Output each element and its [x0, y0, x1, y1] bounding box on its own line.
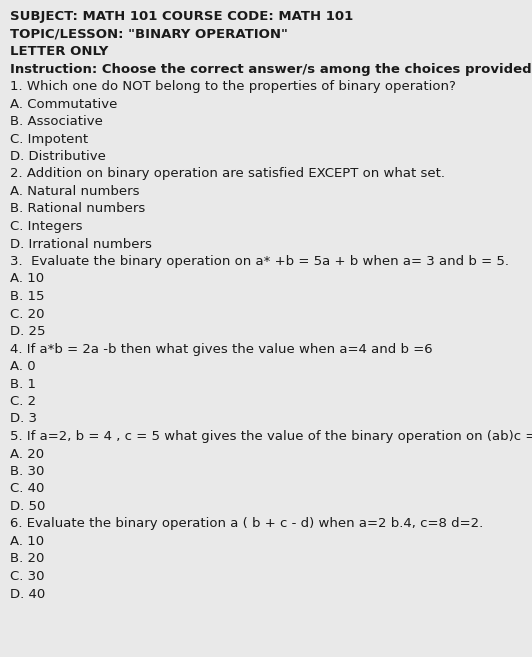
Text: C. 30: C. 30 — [10, 570, 45, 583]
Text: D. 3: D. 3 — [10, 413, 37, 426]
Text: C. Impotent: C. Impotent — [10, 133, 88, 145]
Text: C. 40: C. 40 — [10, 482, 44, 495]
Text: A. 20: A. 20 — [10, 447, 44, 461]
Text: A. 10: A. 10 — [10, 273, 44, 286]
Text: TOPIC/LESSON: "BINARY OPERATION": TOPIC/LESSON: "BINARY OPERATION" — [10, 28, 288, 41]
Text: 4. If a*b = 2a -b then what gives the value when a=4 and b =6: 4. If a*b = 2a -b then what gives the va… — [10, 342, 433, 355]
Text: B. 20: B. 20 — [10, 553, 44, 566]
Text: C. 2: C. 2 — [10, 395, 36, 408]
Text: D. Irrational numbers: D. Irrational numbers — [10, 237, 152, 250]
Text: B. Associative: B. Associative — [10, 115, 103, 128]
Text: Instruction: Choose the correct answer/s among the choices provided.: Instruction: Choose the correct answer/s… — [10, 62, 532, 76]
Text: D. 50: D. 50 — [10, 500, 45, 513]
Text: 2. Addition on binary operation are satisfied EXCEPT on what set.: 2. Addition on binary operation are sati… — [10, 168, 445, 181]
Text: 6. Evaluate the binary operation a ( b + c - d) when a=2 b.4, c=8 d=2.: 6. Evaluate the binary operation a ( b +… — [10, 518, 483, 530]
Text: 5. If a=2, b = 4 , c = 5 what gives the value of the binary operation on (ab)c =: 5. If a=2, b = 4 , c = 5 what gives the … — [10, 430, 532, 443]
Text: SUBJECT: MATH 101 COURSE CODE: MATH 101: SUBJECT: MATH 101 COURSE CODE: MATH 101 — [10, 10, 353, 23]
Text: B. 1: B. 1 — [10, 378, 36, 390]
Text: B. Rational numbers: B. Rational numbers — [10, 202, 145, 215]
Text: B. 15: B. 15 — [10, 290, 45, 303]
Text: D. 40: D. 40 — [10, 587, 45, 600]
Text: D. 25: D. 25 — [10, 325, 46, 338]
Text: C. Integers: C. Integers — [10, 220, 82, 233]
Text: B. 30: B. 30 — [10, 465, 44, 478]
Text: 1. Which one do NOT belong to the properties of binary operation?: 1. Which one do NOT belong to the proper… — [10, 80, 456, 93]
Text: A. 0: A. 0 — [10, 360, 36, 373]
Text: C. 20: C. 20 — [10, 307, 45, 321]
Text: A. 10: A. 10 — [10, 535, 44, 548]
Text: 3.  Evaluate the binary operation on a* +b = 5a + b when a= 3 and b = 5.: 3. Evaluate the binary operation on a* +… — [10, 255, 509, 268]
Text: LETTER ONLY: LETTER ONLY — [10, 45, 109, 58]
Text: A. Commutative: A. Commutative — [10, 97, 118, 110]
Text: D. Distributive: D. Distributive — [10, 150, 106, 163]
Text: A. Natural numbers: A. Natural numbers — [10, 185, 139, 198]
